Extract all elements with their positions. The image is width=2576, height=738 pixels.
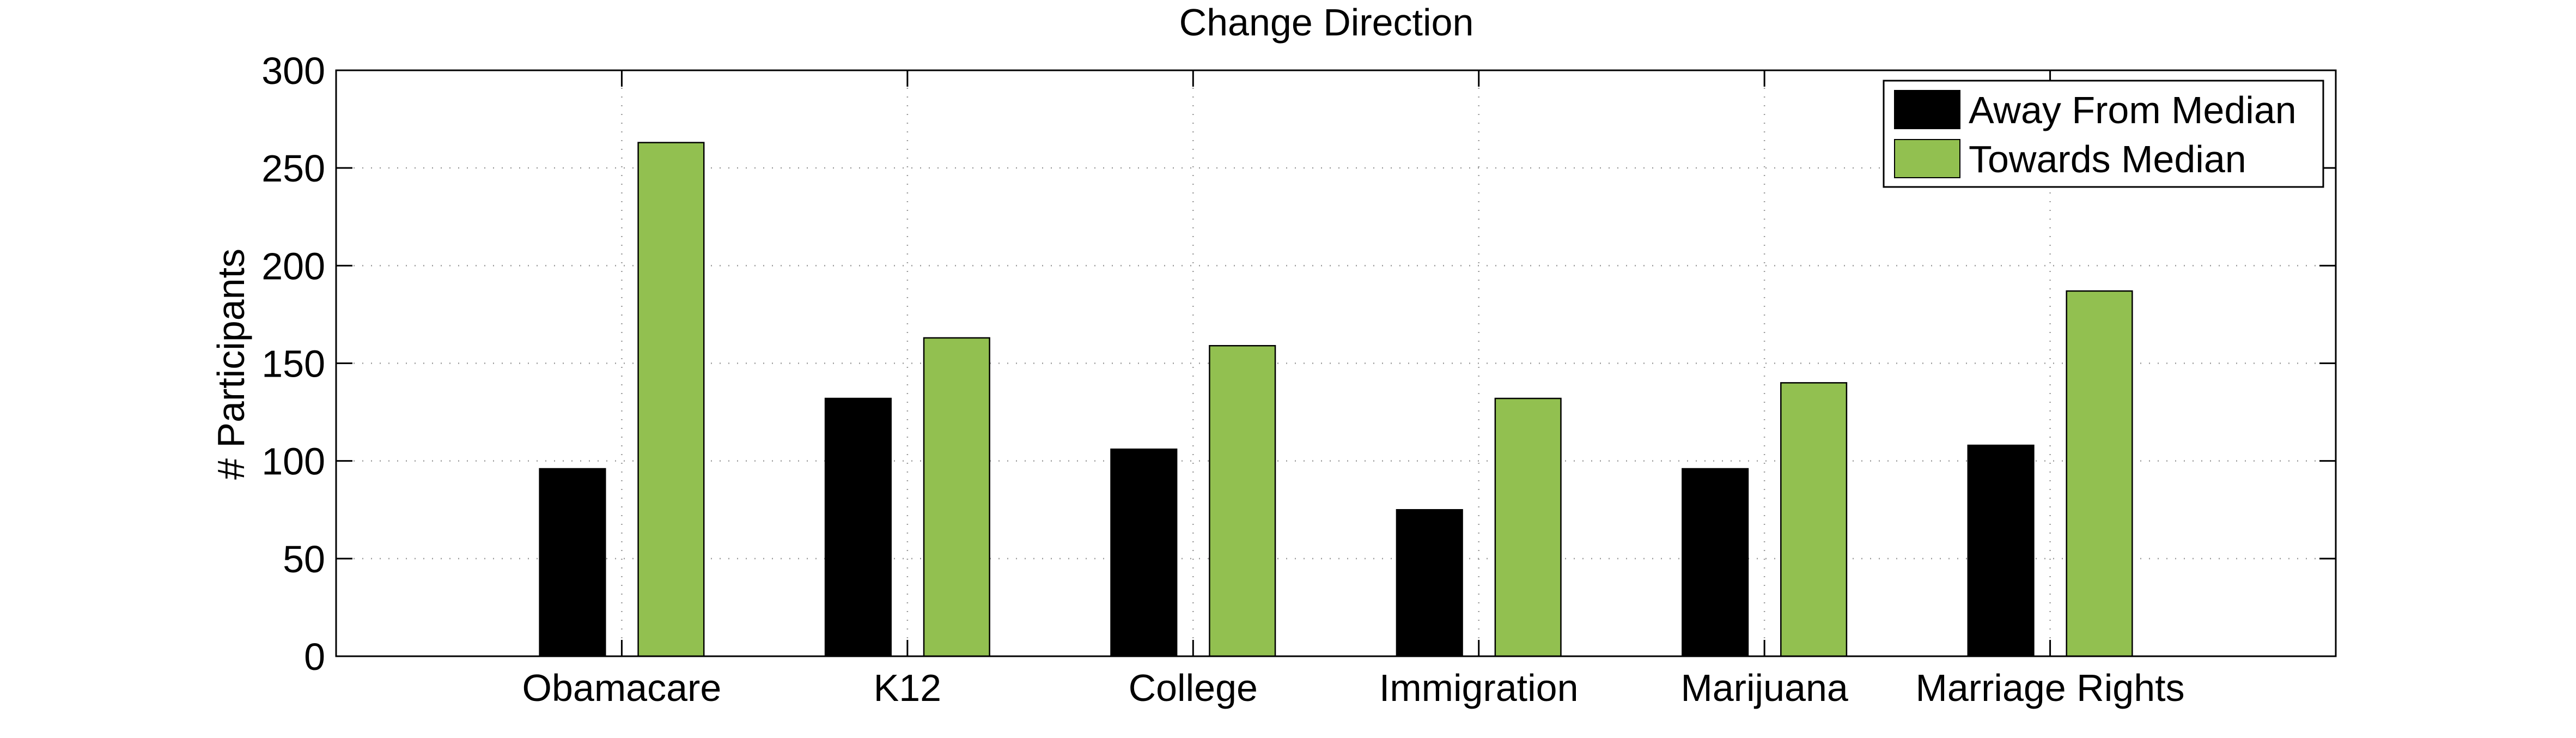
bar-away [1110,448,1178,657]
bar-towards [1209,345,1276,657]
chart-title: Change Direction [1179,1,1474,44]
bar-away [539,468,606,657]
y-tick-label: 0 [304,636,325,678]
y-tick-label: 200 [261,245,325,287]
y-tick-label: 100 [261,440,325,483]
y-tick-label: 50 [283,538,325,580]
y-axis-label: # Participants [210,249,252,480]
x-tick-label: Marijuana [1680,667,1848,709]
x-tick-label: College [1129,667,1258,709]
x-tick-label: Immigration [1379,667,1579,709]
legend-label-towards: Towards Median [1969,138,2246,180]
legend-swatch-away [1894,90,1960,129]
bar-towards [1494,397,1562,657]
legend: Away From Median Towards Median [1883,80,2324,188]
x-tick-label: K12 [874,667,942,709]
x-tick-label: Marriage Rights [1916,667,2185,709]
legend-label-away: Away From Median [1969,89,2297,131]
bar-towards [1780,382,1848,657]
bar-away [1967,444,2035,657]
bar-towards [2066,290,2133,657]
bar-towards [637,142,705,657]
x-tick-label: Obamacare [522,667,722,709]
bar-towards [923,337,990,657]
bar-away [824,397,892,657]
bars [539,142,2133,657]
bar-away [1682,468,1749,657]
bar-away [1396,509,1463,657]
y-tick-label: 250 [261,147,325,190]
y-tick-label: 150 [261,343,325,385]
y-tick-label: 300 [261,50,325,92]
axis-ticks: 0 50 100 150 200 250 300 Obamacare K12 College Imm… [261,50,2336,709]
legend-swatch-towards [1894,139,1960,178]
